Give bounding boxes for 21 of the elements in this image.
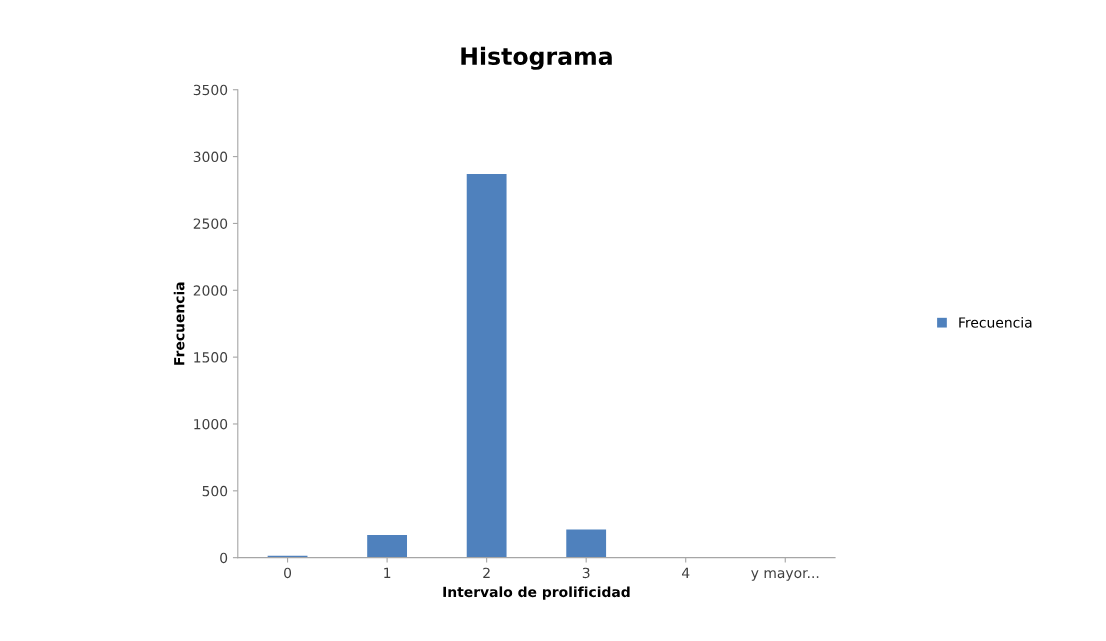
x-tick-label: 2 bbox=[483, 567, 490, 578]
chart-title: Histograma bbox=[461, 46, 612, 70]
y-tick-label: 1000 bbox=[194, 418, 228, 430]
y-tick-label: 0 bbox=[220, 552, 228, 564]
bar bbox=[466, 173, 507, 558]
y-tick-label: 1500 bbox=[194, 352, 228, 363]
y-tick-label: 500 bbox=[202, 485, 228, 497]
y-axis-title: Frecuencia bbox=[173, 282, 185, 365]
y-tick-label: 3500 bbox=[193, 84, 228, 96]
x-axis-title: Intervalo de prolificidad bbox=[443, 586, 630, 600]
x-tick-label: y mayor... bbox=[751, 570, 819, 581]
bar bbox=[367, 534, 408, 558]
y-tick-label: 2000 bbox=[193, 285, 228, 296]
legend-label: Frecuencia bbox=[959, 316, 1032, 328]
y-tick-label: 2500 bbox=[193, 218, 228, 229]
y-tick-label: 3000 bbox=[193, 151, 228, 163]
x-tick-label: 3 bbox=[582, 567, 590, 579]
x-tick-label: 0 bbox=[284, 567, 292, 579]
x-tick-label: 4 bbox=[681, 567, 690, 578]
bar bbox=[566, 529, 607, 558]
x-tick-label: 1 bbox=[384, 567, 391, 578]
